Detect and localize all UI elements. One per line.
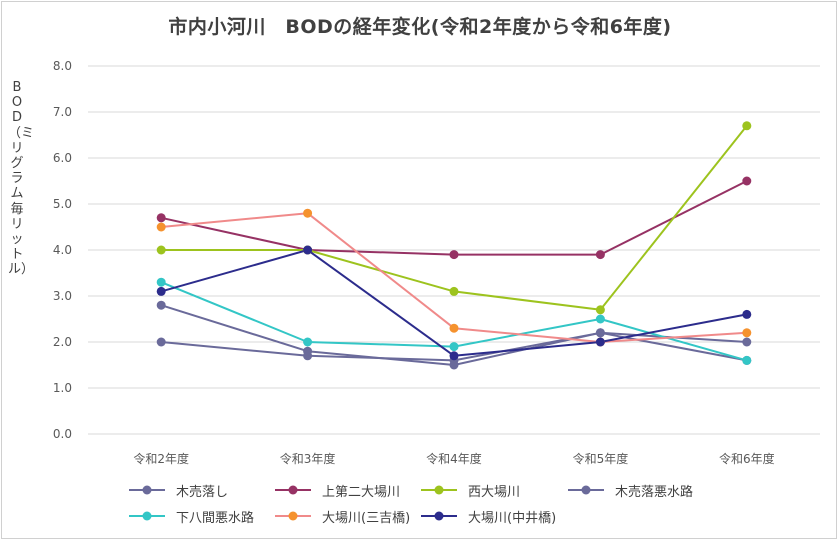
data-point	[156, 337, 166, 347]
data-point	[595, 314, 605, 324]
y-tick-label: 0.0	[53, 427, 72, 441]
data-point	[303, 245, 313, 255]
legend-label: 木売落し	[176, 484, 229, 500]
legend-line-icon	[275, 485, 311, 495]
chart-title: 市内小河川 BODの経年変化(令和2年度から令和6年度)	[168, 16, 672, 38]
data-point	[742, 328, 752, 338]
y-tick-label: 8.0	[53, 59, 72, 73]
legend-item: 下八間悪水路	[128, 506, 254, 526]
legend-line-icon	[421, 485, 457, 495]
data-point	[156, 213, 166, 223]
legend-item: 木売落し	[128, 480, 228, 500]
data-point	[449, 342, 459, 352]
legend-line-icon	[421, 511, 457, 521]
x-tick-label: 令和2年度	[133, 451, 189, 466]
data-point	[742, 337, 752, 347]
legend-label: 大場川(三吉橋)	[322, 510, 411, 526]
legend-item: 大場川(三吉橋)	[274, 506, 410, 526]
y-tick-label: 1.0	[53, 381, 72, 395]
data-point	[742, 355, 752, 365]
data-point	[156, 300, 166, 310]
data-point	[595, 305, 605, 315]
data-point	[303, 337, 313, 347]
legend-label: 木売落悪水路	[615, 484, 694, 500]
data-point	[742, 121, 752, 131]
data-point	[156, 277, 166, 287]
x-tick-label: 令和3年度	[280, 451, 336, 466]
data-point	[595, 328, 605, 338]
data-point	[156, 245, 166, 255]
x-tick-label: 令和5年度	[573, 451, 629, 466]
legend-line-icon	[568, 485, 604, 495]
data-point	[303, 346, 313, 356]
legend-item: 大場川(中井橋)	[420, 506, 556, 526]
series-line	[160, 249, 747, 357]
data-point	[449, 351, 459, 361]
legend-line-icon	[129, 485, 165, 495]
data-point	[742, 309, 752, 319]
legend-label: 大場川(中井橋)	[468, 510, 557, 526]
data-point	[449, 286, 459, 296]
y-tick-label: 2.0	[53, 335, 72, 349]
data-point	[742, 176, 752, 186]
data-point	[595, 250, 605, 260]
legend-label: 下八間悪水路	[176, 510, 255, 526]
legend-item: 西大場川	[420, 480, 520, 500]
legend-label: 上第二大場川	[322, 484, 401, 500]
y-tick-label: 4.0	[53, 243, 72, 257]
y-tick-label: 6.0	[53, 151, 72, 165]
data-point	[156, 222, 166, 232]
data-point	[303, 208, 313, 218]
legend-line-icon	[275, 511, 311, 521]
y-tick-label: 3.0	[53, 289, 72, 303]
legend-line-icon	[129, 511, 165, 521]
data-point	[449, 323, 459, 333]
data-point	[449, 250, 459, 260]
data-point	[449, 360, 459, 370]
x-tick-label: 令和6年度	[719, 451, 775, 466]
legend-item: 木売落悪水路	[567, 480, 693, 500]
data-point	[595, 337, 605, 347]
y-tick-label: 7.0	[53, 105, 72, 119]
plot-area: 0.0 1.0 2.0 3.0 4.0 5.0 6.0 7.0 8.0 令和2年度 令和3年度 令和4…	[53, 59, 820, 466]
x-tick-label: 令和4年度	[426, 451, 482, 466]
legend-label: 西大場川	[468, 484, 521, 500]
y-tick-label: 5.0	[53, 197, 72, 211]
data-point	[156, 286, 166, 296]
series-line	[161, 212, 747, 343]
legend-item: 上第二大場川	[274, 480, 400, 500]
